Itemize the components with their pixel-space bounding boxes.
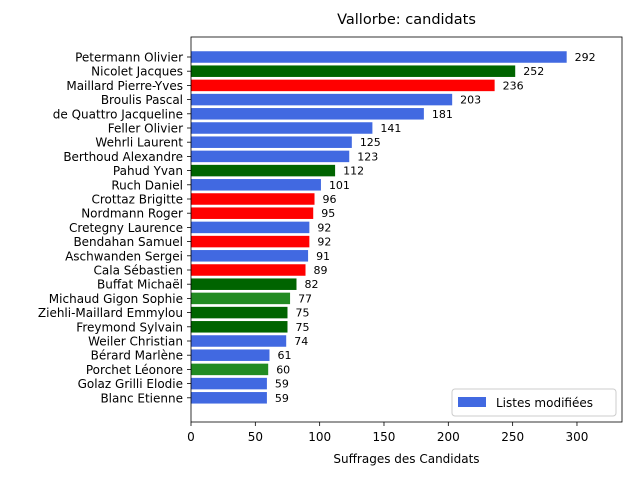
bar bbox=[191, 264, 306, 276]
x-tick-label: 250 bbox=[501, 430, 524, 444]
bar-value-label: 91 bbox=[316, 250, 330, 263]
y-tick-label: Wehrli Laurent bbox=[95, 136, 183, 150]
y-tick-label: Bérard Marlène bbox=[91, 349, 183, 363]
y-tick-label: Michaud Gigon Sophie bbox=[49, 292, 183, 306]
bar-value-label: 112 bbox=[343, 165, 364, 178]
y-tick-label: Blanc Etienne bbox=[100, 391, 183, 405]
bar bbox=[191, 136, 352, 148]
y-tick-label: Nordmann Roger bbox=[81, 207, 183, 221]
bar-value-label: 75 bbox=[295, 321, 309, 334]
bar-value-label: 101 bbox=[329, 179, 350, 192]
bar bbox=[191, 278, 297, 290]
y-tick-label: Maillard Pierre-Yves bbox=[66, 79, 183, 93]
bar-value-label: 74 bbox=[294, 335, 308, 348]
x-axis-label: Suffrages des Candidats bbox=[333, 452, 479, 466]
bar bbox=[191, 377, 267, 390]
bar bbox=[191, 306, 288, 319]
y-tick-label: Bendahan Samuel bbox=[73, 235, 183, 249]
y-tick-label: Buffat Michaël bbox=[97, 278, 183, 292]
y-tick-label: Aschwanden Sergei bbox=[65, 249, 183, 263]
bar bbox=[191, 93, 453, 106]
bar bbox=[191, 221, 310, 234]
y-tick-label: Cretegny Laurence bbox=[69, 221, 183, 235]
plot-area: 292 Petermann Olivier 252 Nicolet Jacques 23… bbox=[38, 36, 623, 444]
bar bbox=[191, 150, 350, 163]
bar bbox=[191, 235, 310, 248]
y-tick-label: Nicolet Jacques bbox=[91, 65, 183, 79]
bar bbox=[191, 193, 315, 205]
legend-swatch bbox=[458, 397, 486, 407]
legend: Listes modifiées bbox=[451, 388, 617, 417]
y-tick-label: de Quattro Jacqueline bbox=[53, 107, 183, 121]
y-tick-label: Petermann Olivier bbox=[75, 51, 183, 65]
y-tick-label: Pahud Yvan bbox=[113, 164, 183, 178]
y-tick-label: Feller Olivier bbox=[108, 122, 183, 136]
y-tick-label: Porchet Léonore bbox=[86, 363, 183, 377]
bar-value-label: 60 bbox=[276, 363, 290, 376]
bar-value-label: 89 bbox=[314, 264, 328, 277]
bar bbox=[191, 122, 373, 134]
bar bbox=[191, 207, 314, 219]
x-tick-label: 200 bbox=[437, 430, 460, 444]
bar-value-label: 123 bbox=[357, 150, 378, 163]
y-tick-label: Cala Sébastien bbox=[94, 264, 183, 278]
bar bbox=[191, 51, 567, 63]
x-tick-label: 300 bbox=[566, 430, 589, 444]
y-tick-label: Ruch Daniel bbox=[111, 178, 183, 192]
bar bbox=[191, 179, 321, 191]
bar bbox=[191, 250, 309, 262]
bar bbox=[191, 79, 495, 92]
bar-value-label: 181 bbox=[432, 108, 453, 121]
y-tick-label: Crottaz Brigitte bbox=[91, 193, 183, 207]
y-tick-label: Ziehli-Maillard Emmylou bbox=[38, 306, 183, 320]
bar-value-label: 236 bbox=[503, 79, 524, 92]
bar-value-label: 203 bbox=[460, 94, 481, 107]
bar-value-label: 92 bbox=[317, 236, 331, 249]
bar bbox=[191, 65, 516, 77]
x-tick-label: 100 bbox=[308, 430, 331, 444]
y-tick-label: Weiler Christian bbox=[88, 335, 183, 349]
bar-value-label: 252 bbox=[523, 65, 544, 78]
x-tick-label: 150 bbox=[373, 430, 396, 444]
bar-value-label: 75 bbox=[295, 307, 309, 320]
chart-title: Vallorbe: candidats bbox=[337, 12, 476, 28]
y-tick-label: Broulis Pascal bbox=[101, 93, 183, 107]
bar bbox=[191, 292, 291, 305]
bar-value-label: 59 bbox=[275, 392, 289, 405]
bar bbox=[191, 164, 336, 177]
bar bbox=[191, 321, 288, 333]
y-tick-label: Berthoud Alexandre bbox=[63, 150, 183, 164]
bar bbox=[191, 335, 287, 347]
axes-frame bbox=[190, 36, 623, 423]
bar-value-label: 59 bbox=[275, 378, 289, 391]
bar-value-label: 95 bbox=[321, 207, 335, 220]
bar bbox=[191, 108, 424, 120]
bar bbox=[191, 363, 269, 376]
x-tick-label: 50 bbox=[248, 430, 263, 444]
y-tick-label: Freymond Sylvain bbox=[76, 320, 183, 334]
legend-label: Listes modifiées bbox=[496, 396, 593, 410]
legend-frame bbox=[451, 388, 617, 417]
bar-value-label: 92 bbox=[317, 221, 331, 234]
bar-value-label: 96 bbox=[323, 193, 337, 206]
bar-value-label: 61 bbox=[277, 349, 291, 362]
bar bbox=[191, 349, 270, 361]
bar bbox=[191, 392, 267, 404]
bar-value-label: 82 bbox=[304, 278, 318, 291]
bar-value-label: 141 bbox=[380, 122, 401, 135]
bar-value-label: 77 bbox=[298, 292, 312, 305]
bar-value-label: 292 bbox=[575, 51, 596, 64]
bar-value-label: 125 bbox=[360, 136, 381, 149]
x-tick-label: 0 bbox=[187, 430, 195, 444]
y-tick-label: Golaz Grilli Elodie bbox=[78, 377, 183, 391]
